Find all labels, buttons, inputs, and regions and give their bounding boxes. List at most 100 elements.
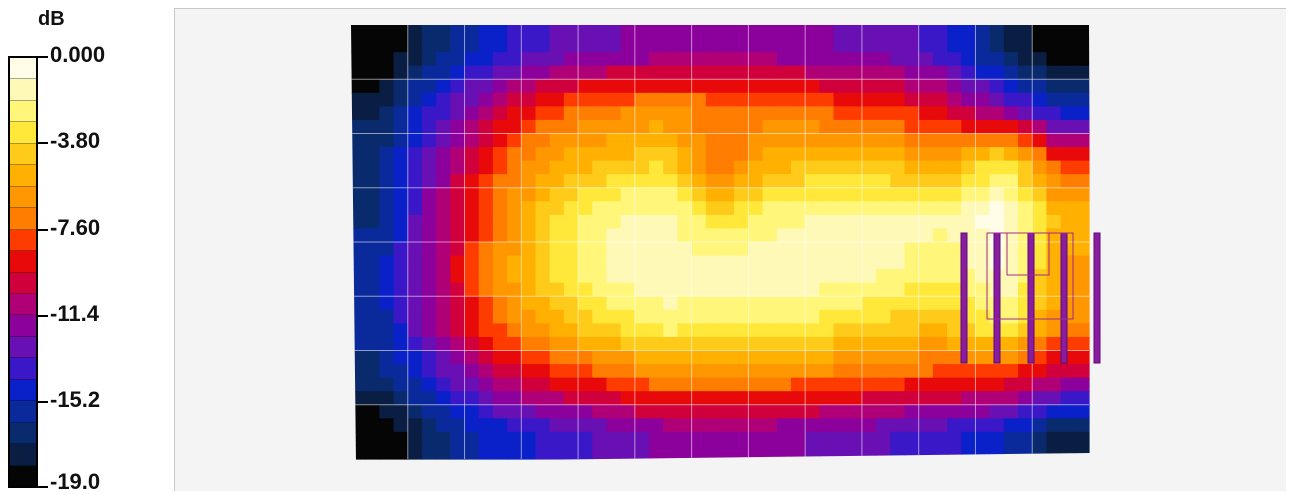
heatmap-cell	[1046, 350, 1062, 365]
heatmap-cell	[450, 79, 466, 94]
heatmap-cell	[876, 52, 891, 67]
heatmap-cell	[819, 336, 835, 352]
heatmap-cell	[1046, 228, 1062, 243]
heatmap-cell	[833, 174, 849, 189]
heatmap-cell	[776, 364, 792, 379]
heatmap-cell	[393, 350, 409, 365]
heatmap-cell	[790, 377, 806, 392]
heatmap-cell	[379, 79, 395, 94]
heatmap-cell	[918, 38, 934, 53]
heatmap-cell	[663, 282, 679, 297]
heatmap-cell	[606, 418, 622, 433]
heatmap-cell	[1032, 79, 1048, 94]
heatmap-cell	[762, 65, 778, 80]
heatmap-cell	[1060, 404, 1076, 419]
heatmap-cell	[351, 296, 366, 311]
heatmap-cell	[620, 119, 636, 135]
heatmap-cell	[947, 391, 962, 406]
heatmap-cell	[890, 174, 906, 189]
heatmap-cell	[578, 364, 593, 379]
heatmap-cell	[776, 255, 792, 270]
heatmap-cell	[365, 201, 380, 216]
heatmap-cell	[776, 119, 792, 135]
heatmap-cell	[521, 445, 537, 460]
heatmap-cell	[521, 242, 537, 257]
heatmap-cell	[421, 174, 437, 189]
heatmap-cell	[748, 431, 764, 447]
heatmap-cell	[549, 404, 565, 419]
heatmap-cell	[918, 228, 934, 243]
heatmap-cell	[478, 336, 494, 352]
heatmap-cell	[478, 269, 494, 284]
heatmap-cell	[720, 160, 735, 175]
heatmap-cell	[847, 255, 863, 270]
heatmap-cell	[961, 79, 977, 94]
heatmap-cell	[379, 296, 395, 311]
heatmap-cell	[592, 391, 608, 406]
heatmap-cell	[691, 119, 707, 135]
heatmap-cell	[421, 52, 437, 67]
heatmap-cell	[649, 282, 664, 297]
heatmap-cell	[450, 350, 466, 365]
heatmap-cell	[932, 431, 948, 447]
heatmap-cell	[421, 79, 437, 94]
heatmap-cell	[1074, 391, 1090, 406]
heatmap-cell	[521, 25, 537, 40]
heatmap-cell	[819, 119, 835, 135]
heatmap-cell	[1032, 255, 1048, 270]
heatmap-cell	[1003, 92, 1019, 107]
heatmap-cell	[790, 174, 806, 189]
heatmap-cell	[876, 79, 891, 94]
heatmap-cell	[578, 174, 593, 189]
heatmap-cell	[535, 255, 551, 270]
heatmap-cell	[663, 214, 679, 230]
heatmap-cell	[932, 296, 948, 311]
heatmap-cell	[393, 391, 409, 406]
heatmap-cell	[393, 445, 409, 460]
heatmap-cell	[620, 65, 636, 80]
heatmap-cell	[649, 364, 664, 379]
heatmap-cell	[492, 106, 508, 121]
heatmap-cell	[790, 201, 806, 216]
heatmap-cells	[351, 25, 1090, 460]
heatmap-cell	[847, 25, 863, 40]
heatmap-cell	[663, 323, 679, 338]
heatmap-cell	[535, 228, 551, 243]
heatmap-cell	[1018, 65, 1033, 80]
heatmap-cell	[351, 187, 366, 202]
heatmap-cell	[1032, 242, 1048, 257]
heatmap-cell	[365, 25, 380, 40]
heatmap-cell	[507, 323, 522, 338]
heatmap-cell	[762, 228, 778, 243]
heatmap-cell	[507, 282, 522, 297]
heatmap-cell	[819, 65, 835, 80]
heatmap-cell	[407, 336, 423, 352]
heatmap-cell	[379, 391, 395, 406]
heatmap-cell	[492, 52, 508, 67]
heatmap-cell	[904, 160, 920, 175]
heatmap-cell	[563, 445, 579, 460]
heatmap-cell	[436, 269, 451, 284]
heatmap-cell	[521, 391, 537, 406]
heatmap-cell	[1032, 133, 1048, 148]
heatmap-cell	[819, 269, 835, 284]
heatmap-cell	[1046, 296, 1062, 311]
heatmap-cell	[861, 38, 877, 53]
heatmap-cell	[975, 255, 991, 270]
heatmap-cell	[904, 242, 920, 257]
heatmap-cell	[691, 269, 707, 284]
heatmap-cell	[379, 187, 395, 202]
heatmap-cell	[421, 350, 437, 365]
heatmap-cell	[819, 377, 835, 392]
heatmap-cell	[691, 133, 707, 148]
heatmap-cell	[450, 323, 466, 338]
heatmap-cell	[904, 106, 920, 121]
heatmap-cell	[947, 133, 962, 148]
heatmap-cell	[407, 160, 423, 175]
heatmap-cell	[677, 92, 693, 107]
heatmap-cell	[790, 65, 806, 80]
heatmap-cell	[421, 377, 437, 392]
heatmap-cell	[578, 106, 593, 121]
heatmap-cell	[847, 38, 863, 53]
heatmap-cell	[549, 282, 565, 297]
